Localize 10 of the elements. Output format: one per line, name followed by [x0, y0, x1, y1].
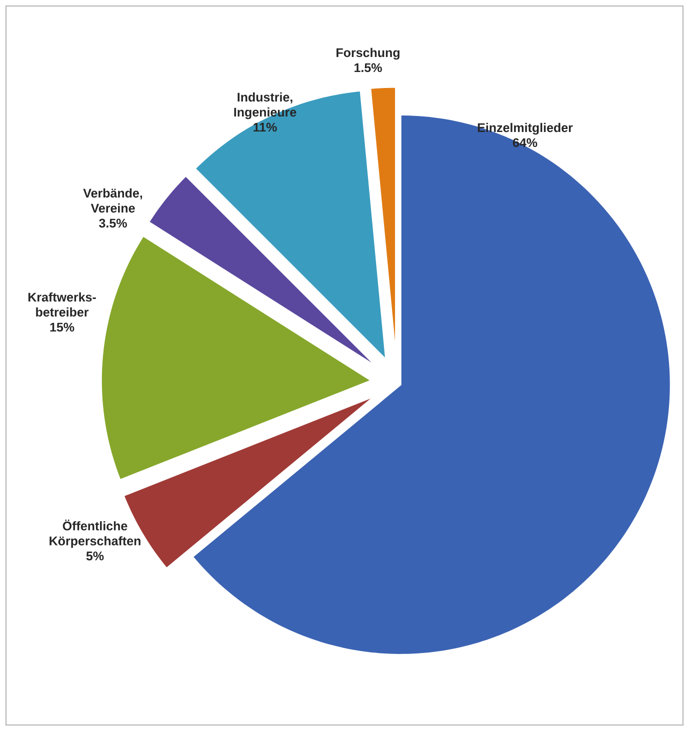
slice-label: Forschung [336, 48, 400, 60]
data-label: 15% [50, 322, 74, 332]
data-label: 3.5% [99, 218, 127, 228]
data-label: 11% [254, 122, 277, 132]
data-label: 1.5% [354, 63, 382, 72]
slice-label: Öffentliche Körperschaften [50, 520, 140, 548]
slice-label: Kraftwerks-betreiber [28, 292, 96, 317]
slice-label: Einzelmitglieder [478, 122, 573, 135]
data-label: 5% [86, 552, 104, 560]
slice-label: Verbände, Vereine [83, 188, 142, 213]
